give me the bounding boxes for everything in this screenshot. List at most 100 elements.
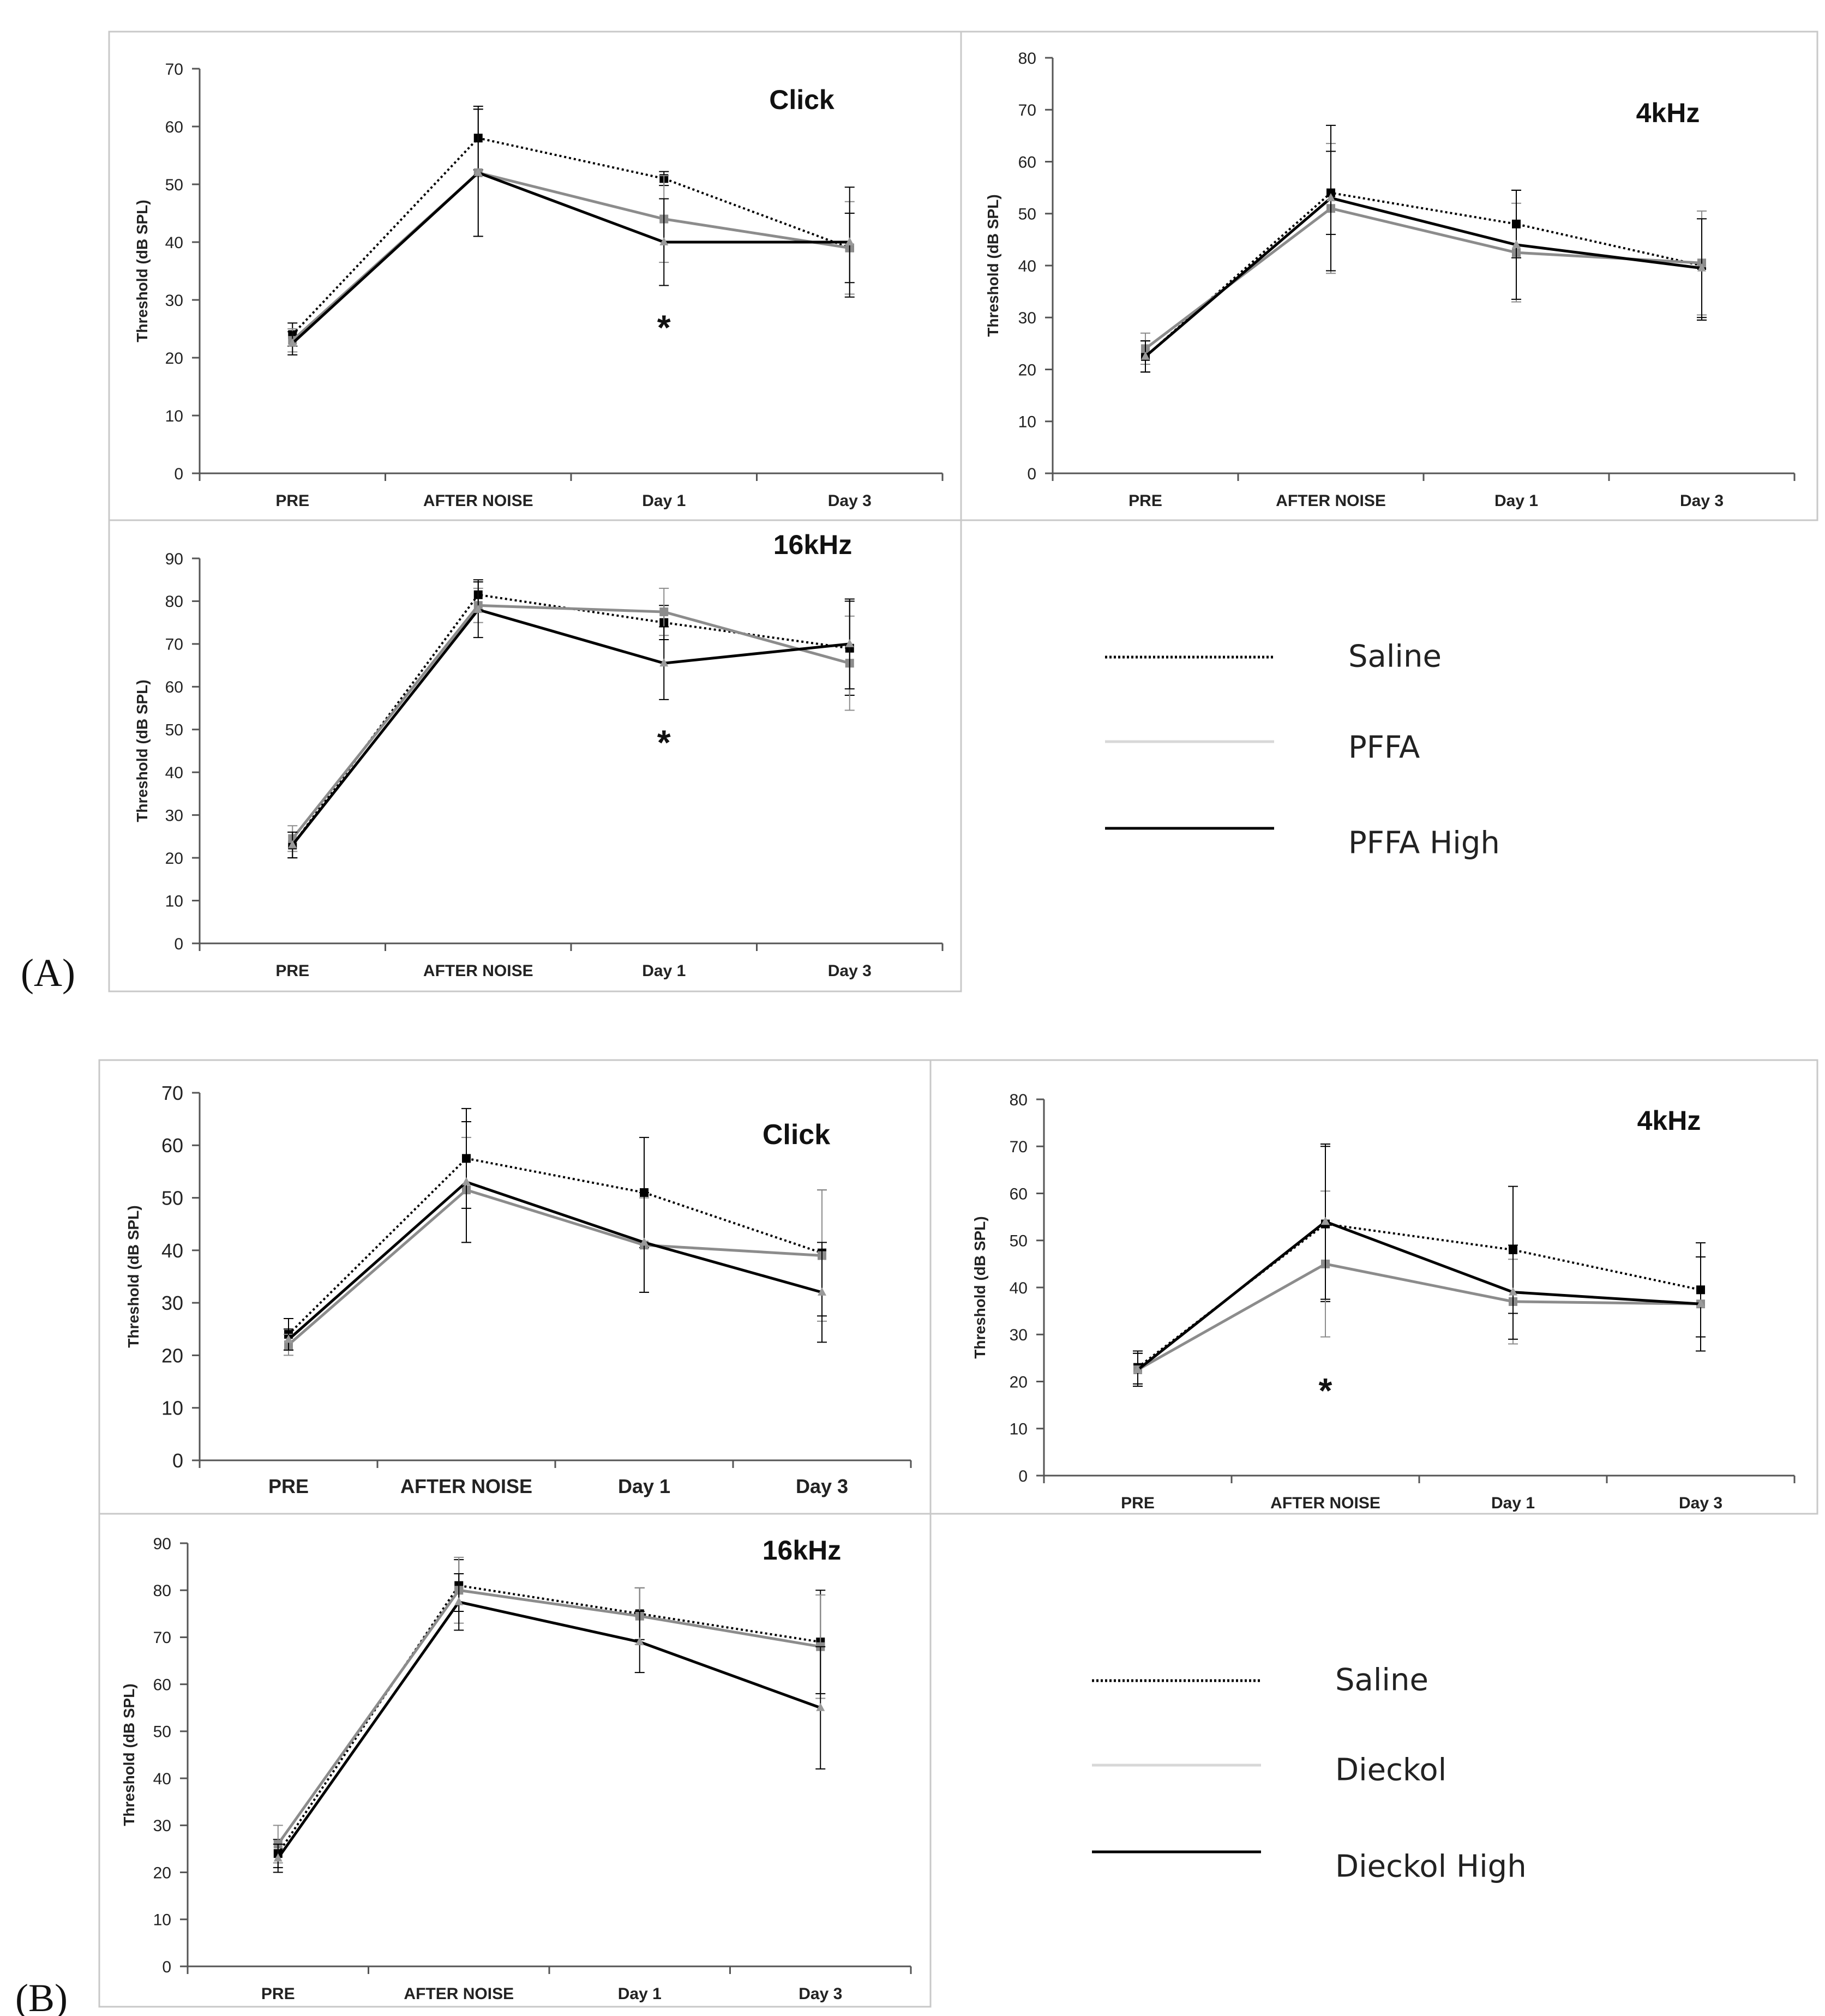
y-tick-label: 70 bbox=[1010, 1138, 1028, 1156]
chart-b-16khz: 0 10 20 30 40 50 60 70 80 90 PRE AFTER NOISE Day 1 Da… bbox=[121, 1535, 912, 2003]
chart-title: Click bbox=[763, 1119, 830, 1151]
series-line bbox=[291, 604, 850, 840]
y-tick-label: 70 bbox=[161, 1082, 183, 1104]
x-tick-label: Day 3 bbox=[799, 1985, 842, 2003]
series-line bbox=[277, 1600, 821, 1859]
data-point bbox=[462, 1177, 471, 1185]
significance-marker: * bbox=[657, 723, 671, 762]
y-axis-label: Threshold (dB SPL) bbox=[984, 194, 1001, 336]
data-point bbox=[288, 840, 297, 848]
series-saline bbox=[287, 579, 855, 859]
x-tick-label: PRE bbox=[275, 962, 309, 980]
y-tick-label: 20 bbox=[161, 1344, 183, 1367]
x-tick-label: Day 3 bbox=[828, 492, 872, 510]
y-tick-label: 70 bbox=[153, 1629, 171, 1647]
y-tick-label: 50 bbox=[1010, 1232, 1028, 1250]
data-point bbox=[1321, 1217, 1330, 1225]
y-tick-label: 30 bbox=[153, 1817, 171, 1835]
y-tick-label: 60 bbox=[1018, 153, 1036, 171]
series-line bbox=[1137, 1223, 1701, 1369]
data-point bbox=[816, 1702, 825, 1711]
legend-a: Saline PFFA PFFA High bbox=[1105, 639, 1500, 861]
y-tick-label: 50 bbox=[153, 1723, 171, 1741]
data-point bbox=[454, 1597, 464, 1605]
panel-frame bbox=[108, 519, 962, 992]
data-point bbox=[845, 639, 854, 647]
series-line bbox=[287, 1188, 823, 1346]
data-point bbox=[635, 1637, 644, 1646]
y-tick-label: 30 bbox=[1010, 1326, 1028, 1344]
series-pffa-high bbox=[1140, 124, 1707, 373]
y-tick-label: 50 bbox=[165, 176, 183, 194]
series-dieckol bbox=[273, 1556, 826, 1864]
y-tick-label: 90 bbox=[165, 550, 183, 568]
chart-a-4khz: 0 10 20 30 40 50 60 70 80 PRE AFTER NOISE Day 1 Day … bbox=[984, 50, 1796, 510]
x-tick-label: Day 1 bbox=[1491, 1494, 1535, 1512]
y-tick-label: 20 bbox=[153, 1864, 171, 1882]
y-axis-label: Threshold (dB SPL) bbox=[134, 200, 151, 342]
x-tick-label: Day 1 bbox=[1494, 492, 1538, 510]
series-line bbox=[291, 137, 850, 335]
y-axis-label: Threshold (dB SPL) bbox=[125, 1205, 142, 1347]
y-tick-label: 10 bbox=[1010, 1421, 1028, 1439]
y-tick-label: 60 bbox=[165, 118, 183, 136]
series-line bbox=[1144, 207, 1702, 350]
y-tick-label: 10 bbox=[1018, 413, 1036, 431]
y-tick-label: 90 bbox=[153, 1535, 171, 1553]
y-tick-label: 70 bbox=[165, 636, 183, 654]
data-point bbox=[845, 237, 854, 245]
y-axis-label: Threshold (dB SPL) bbox=[134, 679, 151, 822]
series-saline bbox=[1140, 151, 1707, 373]
series-line bbox=[1137, 1220, 1701, 1371]
panel-frame bbox=[960, 31, 1818, 521]
data-point bbox=[473, 167, 483, 176]
panel-frames bbox=[98, 31, 1818, 2008]
y-tick-label: 60 bbox=[153, 1676, 171, 1694]
y-tick-label: 70 bbox=[165, 61, 183, 79]
x-tick-label: PRE bbox=[268, 1475, 309, 1497]
legends-layer: Saline PFFA PFFA High Saline Dieckol Dieckol … bbox=[1092, 639, 1527, 1885]
series-line bbox=[277, 1588, 821, 1845]
series-saline bbox=[1133, 1146, 1706, 1385]
x-tick-label: AFTER NOISE bbox=[423, 492, 533, 510]
x-tick-label: Day 1 bbox=[642, 962, 686, 980]
legend-label: Dieckol bbox=[1335, 1753, 1446, 1788]
series-line bbox=[287, 1180, 823, 1341]
y-tick-label: 10 bbox=[165, 407, 183, 425]
significance-marker: * bbox=[657, 308, 671, 347]
data-point bbox=[1133, 1364, 1142, 1373]
series-saline bbox=[273, 1559, 826, 1868]
series-dieckol-high bbox=[284, 1121, 827, 1351]
plots-layer: 0 10 20 30 40 50 60 70 PRE AFTER NOISE Day 1 Day 3 T… bbox=[121, 50, 1796, 2003]
x-tick-label: AFTER NOISE bbox=[1270, 1494, 1380, 1512]
y-tick-label: 0 bbox=[174, 935, 183, 953]
series-dieckol bbox=[1133, 1190, 1706, 1387]
y-tick-label: 0 bbox=[1027, 465, 1036, 483]
x-tick-label: PRE bbox=[275, 492, 309, 510]
y-tick-label: 60 bbox=[161, 1134, 183, 1157]
series-pffa-high bbox=[287, 109, 855, 356]
y-tick-label: 0 bbox=[174, 465, 183, 483]
y-tick-label: 50 bbox=[161, 1187, 183, 1209]
x-tick-label: PRE bbox=[261, 1985, 295, 2003]
series-line bbox=[291, 171, 850, 342]
x-tick-label: Day 3 bbox=[796, 1475, 848, 1497]
y-tick-label: 10 bbox=[165, 892, 183, 910]
data-point bbox=[659, 237, 669, 245]
data-point bbox=[284, 1334, 293, 1343]
series-dieckol-high bbox=[1133, 1143, 1706, 1387]
panel-frame bbox=[929, 1059, 1818, 1515]
data-point bbox=[1141, 351, 1150, 360]
x-tick-label: AFTER NOISE bbox=[1276, 492, 1386, 510]
y-tick-label: 30 bbox=[1018, 309, 1036, 327]
y-tick-label: 50 bbox=[165, 721, 183, 739]
data-point bbox=[818, 1287, 826, 1296]
series-pffa bbox=[287, 587, 855, 852]
series-line bbox=[1144, 196, 1702, 358]
y-tick-label: 40 bbox=[1010, 1279, 1028, 1297]
chart-title: 16kHz bbox=[773, 529, 853, 560]
x-tick-label: Day 1 bbox=[618, 1475, 670, 1497]
y-tick-label: 30 bbox=[161, 1292, 183, 1314]
y-tick-label: 60 bbox=[165, 678, 183, 696]
